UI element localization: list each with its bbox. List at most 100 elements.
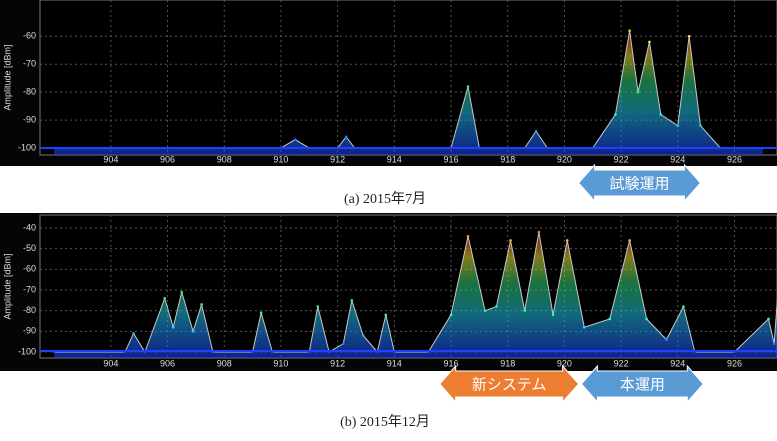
x-tick-label: 916 [444, 358, 459, 368]
data-point [351, 299, 354, 302]
data-point [163, 297, 166, 300]
data-point [676, 124, 679, 127]
data-point [682, 305, 685, 308]
caption: (a) 2015年7月 [344, 191, 426, 207]
data-point [733, 351, 736, 354]
data-point [614, 113, 617, 116]
x-tick-label: 904 [103, 154, 118, 164]
data-point [583, 326, 586, 329]
figure: -60 -70 -80 -90 -100 904 906 908 910 912 914 916 918… [0, 0, 777, 436]
data-point [260, 311, 263, 314]
data-point [393, 147, 396, 150]
data-point [192, 330, 195, 333]
data-point [484, 309, 487, 312]
data-point [172, 326, 175, 329]
data-point [316, 305, 319, 308]
x-tick-label: 916 [444, 154, 459, 164]
data-point [200, 303, 203, 306]
range-label: 本運用 [620, 376, 665, 394]
data-point [212, 351, 215, 354]
x-tick-label: 918 [500, 154, 515, 164]
x-tick-label: 926 [727, 358, 742, 368]
y-tick-label: -50 [23, 243, 36, 253]
data-point [719, 147, 722, 150]
data-point [450, 147, 453, 150]
data-point [645, 318, 648, 321]
data-point [628, 29, 631, 32]
data-point [509, 239, 512, 242]
y-tick-label: -100 [18, 346, 36, 356]
y-tick-label: -70 [23, 284, 36, 294]
data-point [328, 351, 331, 354]
data-point [271, 351, 274, 354]
data-point [180, 291, 183, 294]
x-tick-label: 906 [160, 154, 175, 164]
data-point [308, 351, 311, 354]
data-point [376, 351, 379, 354]
x-tick-label: 906 [160, 358, 175, 368]
data-point [345, 136, 348, 139]
y-tick-label: -90 [23, 326, 36, 336]
data-point [535, 130, 538, 133]
data-point [336, 147, 339, 150]
data-point [124, 351, 127, 354]
x-tick-label: 908 [217, 154, 232, 164]
y-tick-label: -60 [23, 264, 36, 274]
data-point [637, 91, 640, 94]
data-point [478, 147, 481, 150]
data-point [608, 318, 611, 321]
data-point [523, 147, 526, 150]
data-point [495, 305, 498, 308]
y-tick-label: -90 [23, 114, 36, 124]
x-tick-label: 922 [614, 154, 629, 164]
x-tick-label: 914 [387, 154, 402, 164]
x-tick-label: 920 [557, 358, 572, 368]
data-point [353, 147, 356, 150]
y-tick-label: -40 [23, 222, 36, 232]
x-tick-label: 908 [217, 358, 232, 368]
x-tick-label: 918 [500, 358, 515, 368]
x-tick-label: 920 [557, 154, 572, 164]
x-tick-label: 924 [670, 358, 685, 368]
data-point [538, 231, 541, 234]
data-point [566, 239, 569, 242]
data-point [591, 147, 594, 150]
data-point [773, 342, 776, 345]
data-point [450, 314, 453, 317]
data-point [110, 147, 113, 150]
data-point [659, 113, 662, 116]
data-point [308, 147, 311, 150]
x-tick-label: 904 [103, 358, 118, 368]
data-point [762, 147, 765, 150]
x-tick-label: 924 [670, 154, 685, 164]
data-point [628, 239, 631, 242]
data-point [648, 41, 651, 44]
x-tick-label: 914 [387, 358, 402, 368]
data-point [53, 147, 56, 150]
data-point [342, 342, 345, 345]
data-point [693, 351, 696, 354]
data-point [665, 338, 668, 341]
x-tick-label: 912 [330, 358, 345, 368]
data-point [552, 314, 555, 317]
range-label: 試験運用 [610, 175, 670, 193]
data-point [280, 147, 283, 150]
x-tick-label: 910 [273, 358, 288, 368]
x-tick-label: 910 [273, 154, 288, 164]
y-axis-label: Amplitude [dBm] [2, 253, 12, 319]
x-tick-label: 922 [614, 358, 629, 368]
y-tick-label: -60 [23, 31, 36, 41]
range-label: 新システム [472, 376, 547, 394]
data-point [546, 147, 549, 150]
data-point [223, 147, 226, 150]
data-point [767, 318, 770, 321]
data-point [144, 351, 147, 354]
data-point [467, 85, 470, 88]
y-tick-label: -80 [23, 305, 36, 315]
data-point [385, 314, 388, 317]
data-point [523, 309, 526, 312]
y-tick-label: -80 [23, 87, 36, 97]
x-tick-label: 926 [727, 154, 742, 164]
data-point [132, 332, 135, 335]
data-point [688, 35, 691, 38]
